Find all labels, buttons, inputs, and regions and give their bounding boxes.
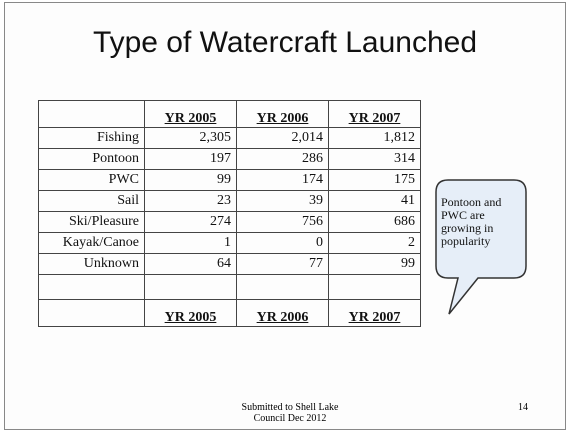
- callout-line: growing in: [441, 221, 494, 235]
- footer: Submitted to Shell Lake Council Dec 2012: [190, 402, 390, 424]
- table-row: Pontoon 197 286 314: [38, 148, 421, 170]
- callout-line: popularity: [441, 234, 491, 248]
- header-cell: YR 2006: [236, 299, 329, 327]
- table-row: Sail 23 39 41: [38, 190, 421, 212]
- speech-bubble: [435, 179, 527, 315]
- header-cell: YR 2005: [144, 299, 237, 327]
- row-label: PWC: [38, 169, 145, 191]
- footer-line: Council Dec 2012: [253, 413, 327, 424]
- callout-text: Pontoon and PWC are growing in popularity: [441, 196, 501, 248]
- footer-line: Submitted to Shell Lake: [241, 402, 339, 413]
- callout-line: PWC are: [441, 208, 485, 222]
- value-cell: 2,305: [144, 127, 237, 149]
- header-cell: YR 2006: [236, 100, 329, 128]
- value-cell: 2,014: [236, 127, 329, 149]
- value-cell: 23: [144, 190, 237, 212]
- data-table: YR 2005 YR 2006 YR 2007 Fishing 2,305 2,014 1,…: [38, 100, 421, 327]
- table-row: Kayak/Canoe 1 0 2: [38, 232, 421, 254]
- header-cell: YR 2007: [328, 299, 421, 327]
- cell: [38, 100, 145, 128]
- cell: [38, 274, 145, 300]
- row-label: Ski/Pleasure: [38, 211, 145, 233]
- foot-row: YR 2005 YR 2006 YR 2007: [38, 299, 421, 327]
- callout-line: Pontoon and: [441, 195, 502, 209]
- slide-title: Type of Watercraft Launched: [92, 26, 478, 59]
- page-number: 14: [518, 402, 528, 413]
- table-row: PWC 99 174 175: [38, 169, 421, 191]
- cell: [236, 274, 329, 300]
